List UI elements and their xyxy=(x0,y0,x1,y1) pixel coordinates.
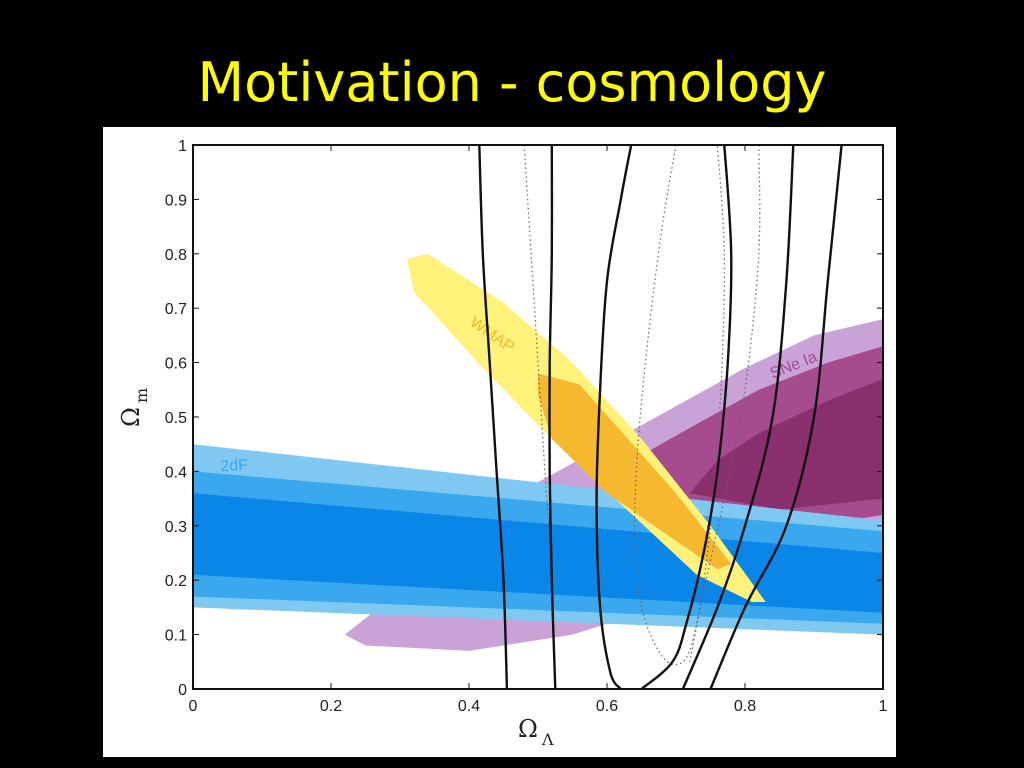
x-tick-label: 0.4 xyxy=(458,698,480,715)
y-tick-label: 0 xyxy=(178,682,187,699)
sne-ia-region-level-3 xyxy=(689,378,883,510)
x-tick-label: 0.6 xyxy=(596,698,618,715)
y-tick-label: 1 xyxy=(178,138,187,155)
y-axis-label: Ω xyxy=(117,407,145,427)
y-tick-label: 0.7 xyxy=(165,301,187,318)
wmap-region-level-2 xyxy=(538,373,732,570)
solid-contour-3 xyxy=(595,145,633,689)
y-tick-label: 0.2 xyxy=(165,573,187,590)
x-tick-label: 0 xyxy=(189,698,198,715)
y-tick-label: 0.6 xyxy=(165,356,187,373)
solid-contour-1 xyxy=(478,145,509,689)
x-tick-label: 1 xyxy=(879,698,888,715)
solid-contour-4 xyxy=(640,145,733,689)
y-tick-label: 0.1 xyxy=(165,628,187,645)
x-axis-label: Ω xyxy=(518,715,538,743)
y-tick-label: 0.3 xyxy=(165,519,187,536)
contour-plot-figure: SNe Ia 2dF WMAP 0 0.2 0.4 0.6 0.8 1 0 0.1 0.2 0.3 0.4… xyxy=(103,127,896,757)
y-tick-label: 0.8 xyxy=(165,247,187,264)
dotted-contour-2 xyxy=(633,145,726,666)
2df-region-level-3 xyxy=(193,493,883,613)
y-tick-label: 0.9 xyxy=(165,192,187,209)
solid-contour-5 xyxy=(681,145,795,689)
y-tick-label: 0.4 xyxy=(165,464,187,481)
x-axis-label-subscript: Λ xyxy=(541,730,554,749)
solid-contour-6 xyxy=(709,145,843,689)
y-tick-label: 0.5 xyxy=(165,410,187,427)
solid-contour-2 xyxy=(548,145,557,689)
y-axis-label-subscript: m xyxy=(132,388,151,403)
x-tick-label: 0.2 xyxy=(320,698,342,715)
2df-label: 2dF xyxy=(220,457,249,475)
slide-title: Motivation - cosmology xyxy=(197,51,827,114)
dotted-contour-3 xyxy=(689,145,761,662)
x-tick-label: 0.8 xyxy=(734,698,756,715)
